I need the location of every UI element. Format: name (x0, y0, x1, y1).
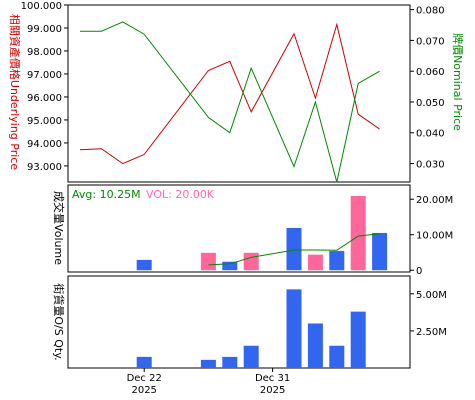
volume-axis-title: 成交量Volume (52, 191, 66, 265)
volume-average-line (208, 233, 380, 266)
os-bar (350, 311, 366, 368)
volume-tick-label: 10.00M (416, 231, 453, 242)
volume-bar-blue (136, 259, 152, 271)
os-bar (243, 345, 259, 368)
os-tick-label: 5.00M (416, 290, 447, 301)
volume-bar-pink (200, 252, 216, 271)
price-left-tick-label: 93.000 (27, 162, 62, 173)
price-right-axis-title: 牌價Nominal Price (451, 33, 465, 131)
price-series-line-nominal (80, 21, 380, 183)
os-bar (200, 359, 216, 368)
volume-bar-pink (350, 196, 366, 271)
price-right-tick-label: 0.050 (416, 98, 445, 109)
volume-bar-blue (222, 261, 238, 271)
volume-panel-frame (67, 184, 411, 273)
x-tick-year-label: 2025 (131, 385, 156, 396)
volume-bar-pink (307, 254, 323, 271)
os-bar (222, 356, 238, 368)
price-left-tick-label: 100.000 (21, 1, 62, 12)
price-series-line-underlying (79, 22, 380, 165)
x-tick-label: Dec 22 (127, 373, 162, 384)
volume-legend-avg: Avg: 10.25M (72, 188, 141, 201)
price-right-tick-label: 0.060 (416, 67, 445, 78)
price-left-tick-label: 97.000 (27, 70, 62, 81)
volume-bar-blue (329, 251, 345, 271)
os-bar (329, 345, 345, 368)
price-panel-frame (67, 4, 411, 183)
os-tick-label: 2.50M (416, 327, 447, 338)
volume-tick-label: 0 (416, 266, 422, 277)
price-right-tick-label: 0.030 (416, 160, 445, 171)
price-left-tick-label: 94.000 (27, 139, 62, 150)
price-left-axis-title: 相關資產價格Underlying Price (8, 14, 22, 170)
volume-bar-blue (372, 232, 388, 271)
price-left-tick-label: 95.000 (27, 116, 62, 127)
price-left-tick-label: 99.000 (27, 24, 62, 35)
price-right-tick-label: 0.040 (416, 129, 445, 140)
volume-bar-blue (286, 227, 302, 271)
os-bar (136, 356, 152, 368)
os-bar (307, 323, 323, 368)
volume-legend-vol: VOL: 20.00K (146, 188, 215, 201)
price-right-tick-label: 0.070 (416, 36, 445, 47)
price-right-tick-label: 0.080 (416, 6, 445, 17)
volume-tick-label: 20.00M (416, 195, 453, 206)
os-axis-title: 街貨量O/S Qty. (52, 283, 66, 360)
x-tick-label: Dec 31 (255, 373, 290, 384)
x-tick-year-label: 2025 (260, 385, 285, 396)
price-left-tick-label: 98.000 (27, 47, 62, 58)
os-panel-frame (67, 275, 411, 369)
volume-bar-pink (243, 252, 259, 271)
os-bar (286, 289, 302, 368)
price-left-tick-label: 96.000 (27, 93, 62, 104)
